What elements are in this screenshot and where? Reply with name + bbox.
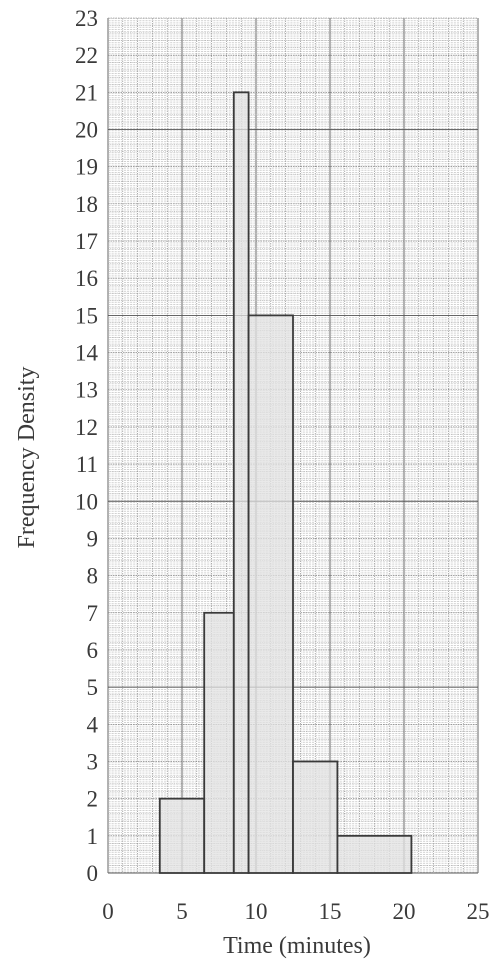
x-tick-label: 5 (176, 899, 188, 924)
y-tick-label: 12 (75, 415, 98, 440)
histogram-bar (203, 611, 235, 874)
y-tick-label: 18 (75, 192, 98, 217)
x-tick-label: 15 (319, 899, 342, 924)
histogram-bar (336, 834, 413, 874)
histogram-bar (158, 797, 206, 874)
x-axis-tick-labels: 0 5 10 15 20 25 (102, 899, 489, 924)
histogram-bars (158, 91, 413, 874)
y-tick-label: 8 (87, 564, 99, 589)
y-tick-label: 5 (87, 675, 99, 700)
y-tick-label: 9 (87, 526, 99, 551)
x-tick-label: 20 (393, 899, 416, 924)
y-tick-label: 1 (87, 824, 99, 849)
y-tick-label: 17 (75, 229, 98, 254)
x-tick-label: 10 (245, 899, 268, 924)
y-tick-label: 11 (76, 452, 98, 477)
y-tick-label: 7 (87, 601, 99, 626)
histogram-bar (292, 760, 339, 874)
y-tick-label: 15 (75, 303, 98, 328)
y-tick-label: 0 (87, 861, 99, 886)
histogram-bar (247, 314, 294, 874)
y-tick-label: 4 (87, 712, 99, 737)
histogram-bar (232, 91, 250, 874)
y-tick-label: 21 (75, 80, 98, 105)
y-tick-label: 10 (75, 489, 98, 514)
y-tick-label: 14 (75, 341, 99, 366)
x-tick-label: 0 (102, 899, 114, 924)
x-axis-title: Time (minutes) (223, 933, 371, 959)
y-tick-label: 2 (87, 787, 99, 812)
y-tick-label: 19 (75, 155, 98, 180)
y-tick-label: 13 (75, 378, 98, 403)
y-axis-title: Frequency Density (14, 367, 40, 549)
y-tick-label: 3 (87, 749, 99, 774)
y-tick-label: 22 (75, 43, 98, 68)
y-tick-label: 23 (75, 6, 98, 31)
y-tick-label: 16 (75, 266, 98, 291)
y-tick-label: 20 (75, 118, 98, 143)
x-tick-label: 25 (467, 899, 490, 924)
y-tick-label: 6 (87, 638, 99, 663)
